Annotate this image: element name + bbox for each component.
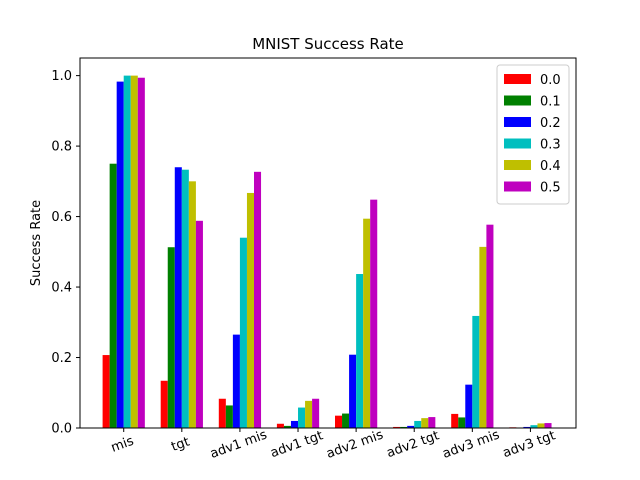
bar-adv2-tgt-0.0 (393, 426, 401, 428)
x-tick-label: tgt (169, 435, 191, 455)
x-tick-label: adv1 tgt (269, 428, 326, 461)
x-tick-label: adv2 tgt (385, 428, 442, 461)
x-tick-label: adv3 mis (441, 427, 502, 461)
bar-adv3-tgt-0.2 (523, 426, 531, 428)
x-tick-label: adv1 mis (208, 427, 269, 461)
legend-swatch-0.5 (504, 181, 531, 192)
bar-mis-0.0 (102, 355, 110, 428)
x-tick-label: mis (109, 434, 136, 456)
bar-mis-0.3 (123, 75, 131, 429)
bar-mis-0.2 (116, 81, 124, 429)
bar-adv1-mis-0.0 (218, 398, 226, 428)
y-tick-label: 0.2 (51, 351, 72, 366)
bar-adv2-mis-0.1 (342, 413, 350, 428)
y-tick-label: 0.8 (51, 140, 72, 155)
bar-tgt-0.0 (160, 380, 168, 428)
bar-adv2-tgt-0.4 (421, 418, 429, 428)
bar-adv1-tgt-0.4 (305, 400, 313, 428)
y-axis-title: Success Rate (29, 200, 44, 286)
bar-adv1-tgt-0.3 (298, 407, 306, 428)
y-tick-label: 1.0 (51, 69, 72, 84)
legend-swatch-0.3 (504, 138, 531, 149)
y-tick-label: 0.4 (51, 281, 72, 296)
bar-adv2-mis-0.2 (349, 354, 357, 428)
bar-mis-0.5 (137, 77, 145, 428)
bar-adv2-mis-0.5 (370, 199, 378, 428)
bars-group (102, 75, 552, 429)
x-axis: mis tgt adv1 mis adv1 tgt adv2 mis adv2 tgt ad… (109, 427, 557, 461)
bar-adv1-mis-0.2 (232, 334, 240, 428)
x-tick-label: adv2 mis (324, 427, 385, 461)
bar-adv3-tgt-0.4 (537, 423, 545, 428)
legend-label-0.3: 0.3 (540, 138, 561, 153)
chart-title: MNIST Success Rate (252, 35, 404, 53)
bar-tgt-0.2 (174, 167, 182, 429)
bar-adv2-tgt-0.3 (414, 420, 422, 428)
legend-label-0.1: 0.1 (540, 95, 561, 110)
bar-adv1-tgt-0.0 (276, 423, 284, 428)
bar-adv1-tgt-0.5 (312, 398, 320, 428)
bar-adv2-mis-0.4 (363, 218, 371, 428)
y-tick-label: 0.6 (51, 210, 72, 225)
bar-adv2-mis-0.3 (356, 274, 364, 428)
bar-tgt-0.5 (195, 220, 203, 428)
legend-swatch-0.4 (504, 160, 531, 170)
bar-tgt-0.1 (167, 247, 175, 428)
legend-label-0.0: 0.0 (540, 73, 561, 88)
bar-adv2-mis-0.0 (335, 415, 343, 428)
bar-adv3-tgt-0.3 (530, 425, 538, 428)
bar-adv3-tgt-0.5 (544, 423, 552, 428)
legend-swatch-0.0 (504, 74, 531, 84)
bar-adv1-mis-0.4 (246, 192, 254, 428)
legend-swatch-0.2 (504, 117, 531, 127)
plot-frame (79, 57, 577, 429)
bar-adv3-mis-0.1 (458, 417, 466, 428)
bar-adv1-mis-0.3 (239, 237, 247, 428)
bar-adv2-tgt-0.5 (428, 417, 436, 428)
bar-adv1-mis-0.1 (225, 405, 233, 428)
bar-adv1-tgt-0.2 (290, 420, 299, 428)
bar-adv2-tgt-0.2 (407, 425, 415, 428)
bar-tgt-0.4 (188, 181, 196, 428)
bar-adv1-tgt-0.1 (283, 425, 291, 428)
bar-adv3-mis-0.2 (465, 384, 473, 428)
bar-adv3-mis-0.0 (451, 413, 459, 428)
legend-label-0.2: 0.2 (540, 116, 561, 131)
bar-tgt-0.3 (181, 169, 189, 428)
bar-adv2-tgt-0.1 (400, 426, 408, 428)
bar-mis-0.1 (109, 163, 117, 428)
y-axis: 0.0 0.2 0.4 0.6 0.8 1.0 (51, 69, 80, 437)
bar-adv3-mis-0.5 (486, 224, 494, 428)
legend: 0.0 0.1 0.2 0.3 0.4 0.5 (496, 64, 570, 205)
x-tick-label: adv3 tgt (501, 428, 558, 461)
bar-adv3-mis-0.3 (472, 315, 480, 428)
y-tick-label: 0.0 (51, 422, 72, 437)
legend-swatch-0.1 (504, 95, 531, 106)
legend-label-0.4: 0.4 (540, 159, 561, 174)
bar-adv1-mis-0.5 (254, 171, 262, 428)
legend-label-0.5: 0.5 (540, 181, 561, 196)
bar-adv3-mis-0.4 (479, 246, 487, 428)
bar-mis-0.4 (130, 75, 138, 429)
